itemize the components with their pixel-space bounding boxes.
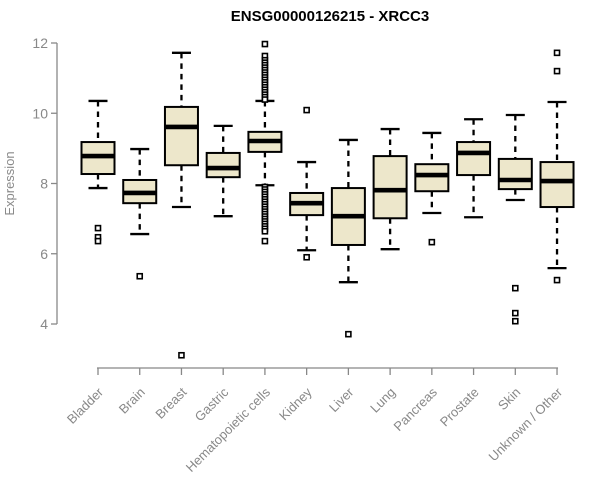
iqr-box — [372, 155, 408, 220]
outlier-point — [94, 224, 102, 232]
outlier-point — [303, 253, 310, 261]
box-breast — [163, 51, 199, 359]
box-brain — [122, 147, 158, 280]
box-liver — [330, 138, 366, 338]
iqr-box — [456, 141, 492, 177]
iqr-box — [539, 161, 575, 209]
chart-title: ENSG00000126215 - XRCC3 — [231, 8, 429, 25]
outlier-point — [261, 237, 269, 245]
x-tick-label-prostate: Prostate — [437, 385, 482, 430]
outlier-point — [303, 106, 310, 114]
iqr-box — [414, 163, 450, 193]
iqr-box — [205, 151, 241, 179]
box-hematopoietic-cells — [247, 40, 283, 245]
outlier-point — [428, 238, 436, 246]
iqr-box — [163, 105, 199, 167]
x-tick-label-skin: Skin — [495, 385, 523, 413]
outlier-point — [94, 237, 102, 245]
box-skin — [497, 113, 533, 325]
x-tick-label-liver: Liver — [326, 384, 357, 415]
outlier-point — [553, 49, 561, 57]
y-tick-label: 12 — [32, 35, 48, 51]
x-tick-label-bladder: Bladder — [64, 384, 107, 427]
x-tick-label-lung: Lung — [367, 385, 398, 416]
box-bladder — [80, 99, 116, 245]
box-kidney — [289, 106, 325, 261]
x-tick-label-brain: Brain — [116, 385, 148, 417]
outlier-point — [136, 272, 144, 280]
box-gastric — [205, 124, 241, 218]
box-pancreas — [414, 131, 450, 246]
y-tick-label: 6 — [40, 246, 48, 262]
outlier-point — [511, 317, 519, 325]
x-tick-label-breast: Breast — [152, 384, 189, 421]
y-tick-label: 4 — [40, 316, 48, 332]
x-tick-label-unknown-other: Unknown / Other — [486, 384, 566, 464]
outlier-point — [261, 40, 269, 48]
y-tick-label: 8 — [40, 176, 48, 192]
outlier-point — [511, 309, 519, 317]
y-tick-label: 10 — [32, 105, 48, 121]
box-unknown-other — [539, 49, 575, 284]
outlier-point — [511, 284, 519, 292]
x-tick-label-gastric: Gastric — [192, 384, 232, 424]
iqr-box — [497, 157, 533, 191]
outlier-point — [553, 276, 561, 284]
y-axis-label: Expression — [2, 151, 17, 215]
box-prostate — [456, 118, 492, 219]
x-tick-label-pancreas: Pancreas — [391, 384, 441, 434]
outlier-point — [178, 351, 185, 359]
outlier-point — [345, 330, 352, 338]
x-tick-label-kidney: Kidney — [276, 384, 315, 423]
box-lung — [372, 127, 408, 251]
outlier-point — [553, 67, 561, 75]
outlier-point — [261, 96, 269, 103]
outlier-point — [261, 227, 269, 235]
